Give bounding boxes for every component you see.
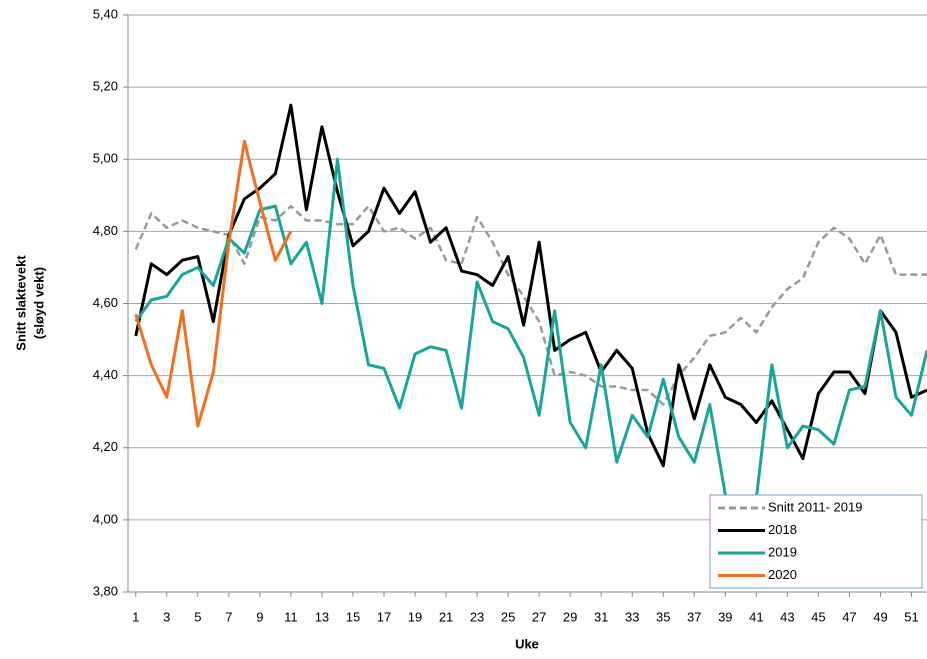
x-tick-label: 15 [346, 609, 360, 624]
x-tick-label: 9 [256, 609, 263, 624]
x-tick-label: 35 [656, 609, 670, 624]
y-tick-label: 4,00 [93, 511, 118, 526]
y-tick-label: 5,40 [93, 6, 118, 21]
y-tick-label: 4,80 [93, 223, 118, 238]
x-tick-label: 23 [470, 609, 484, 624]
y-tick-label: 5,00 [93, 151, 118, 166]
series-line [134, 204, 927, 406]
y-axis-label: (sløyd vekt) [31, 267, 46, 339]
legend-label: 2020 [768, 567, 797, 582]
y-tick-label: 4,20 [93, 439, 118, 454]
series-line [134, 157, 927, 529]
x-tick-label: 33 [625, 609, 639, 624]
x-tick-label: 27 [532, 609, 546, 624]
x-tick-label: 5 [194, 609, 201, 624]
y-tick-label: 5,20 [93, 79, 118, 94]
legend-label: Snitt 2011- 2019 [768, 499, 862, 514]
series-line [134, 103, 927, 468]
x-tick-label: 25 [501, 609, 515, 624]
x-tick-label: 41 [749, 609, 763, 624]
legend-label: 2019 [768, 544, 797, 559]
x-tick-label: 37 [687, 609, 701, 624]
x-tick-label: 13 [315, 609, 329, 624]
series-line [134, 139, 293, 428]
y-tick-label: 3,80 [93, 583, 118, 598]
x-tick-label: 19 [408, 609, 422, 624]
x-tick-label: 39 [718, 609, 732, 624]
x-tick-label: 21 [439, 609, 453, 624]
y-tick-label: 4,40 [93, 367, 118, 382]
legend-box [709, 494, 923, 589]
x-axis-label: Uke [515, 636, 539, 651]
x-tick-label: 51 [904, 609, 918, 624]
y-tick-label: 4,60 [93, 295, 118, 310]
x-tick-label: 7 [225, 609, 232, 624]
y-axis-label: Snitt slaktevekt [13, 255, 28, 351]
x-tick-label: 3 [163, 609, 170, 624]
legend-label: 2018 [768, 522, 797, 537]
x-tick-label: 29 [563, 609, 577, 624]
x-tick-label: 47 [842, 609, 856, 624]
x-tick-label: 1 [132, 609, 139, 624]
x-tick-label: 43 [780, 609, 794, 624]
x-tick-label: 31 [594, 609, 608, 624]
x-tick-label: 49 [873, 609, 887, 624]
x-tick-label: 11 [284, 609, 298, 624]
x-tick-label: 17 [377, 609, 391, 624]
x-tick-label: 45 [811, 609, 825, 624]
